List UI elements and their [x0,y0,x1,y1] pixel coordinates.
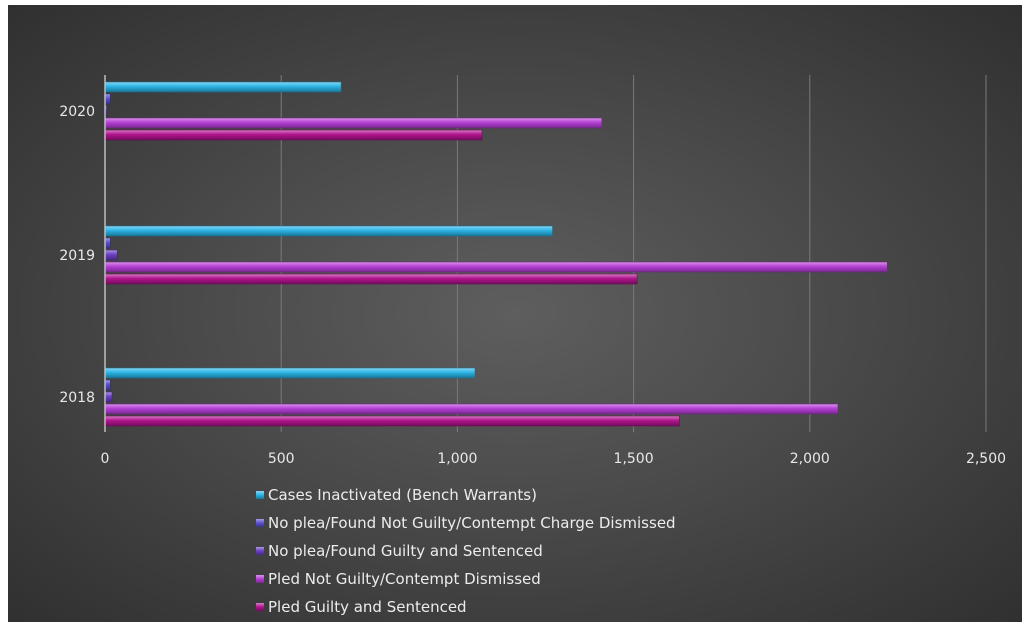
legend-swatch [256,518,264,527]
legend-label: Pled Guilty and Sentenced [268,598,467,616]
y-tick-label: 2018 [59,390,95,406]
bar-2018-series-3 [104,391,113,403]
legend-label: Pled Not Guilty/Contempt Dismissed [268,570,541,588]
bar-2019-series-5 [104,273,638,285]
bar-2018-series-4 [104,403,839,415]
plot-area: 0 500 1,000 1,500 2,000 2,500 2018 2019 2020 [59,75,1006,467]
legend-label: No plea/Found Guilty and Sentenced [268,542,543,560]
x-tick-label: 1,500 [614,451,654,467]
bar-2020-series-5 [104,129,483,141]
bar-2020-series-4 [104,117,603,129]
bar-2019-series-2 [104,237,111,249]
legend-item: Pled Guilty and Sentenced [256,593,676,621]
legend-item: Pled Not Guilty/Contempt Dismissed [256,565,676,593]
y-tick-label: 2020 [59,104,95,120]
x-tick-label: 0 [101,451,110,467]
legend-swatch [256,602,264,611]
legend-label: No plea/Found Not Guilty/Contempt Charge… [268,514,676,532]
x-tick-label: 2,000 [790,451,830,467]
y-tick-label: 2019 [59,248,95,264]
legend-item: No plea/Found Guilty and Sentenced [256,537,676,565]
bar-2018-series-1 [104,367,476,379]
legend-item: No plea/Found Not Guilty/Contempt Charge… [256,509,676,537]
bar-2018-series-2 [104,379,111,391]
bars [104,81,888,427]
x-tick-label: 1,000 [437,451,477,467]
x-tick-label: 2,500 [966,451,1006,467]
chart-area: 0 500 1,000 1,500 2,000 2,500 2018 2019 2020 Cas… [8,5,1022,622]
legend-swatch [256,546,264,555]
bar-2020-series-2 [104,93,111,105]
legend-item: Cases Inactivated (Bench Warrants) [256,481,676,509]
legend-label: Cases Inactivated (Bench Warrants) [268,486,537,504]
bar-2019-series-4 [104,261,888,273]
bar-2020-series-1 [104,81,342,93]
bar-2019-series-1 [104,225,553,237]
legend-swatch [256,574,264,583]
legend-swatch [256,490,264,499]
legend: Cases Inactivated (Bench Warrants) No ple… [256,481,676,621]
gridlines [280,75,987,432]
x-tick-label: 500 [268,451,295,467]
bar-2019-series-3 [104,249,118,261]
bar-2018-series-5 [104,415,680,427]
tick-labels: 0 500 1,000 1,500 2,000 2,500 2018 2019 2020 [59,104,1006,467]
